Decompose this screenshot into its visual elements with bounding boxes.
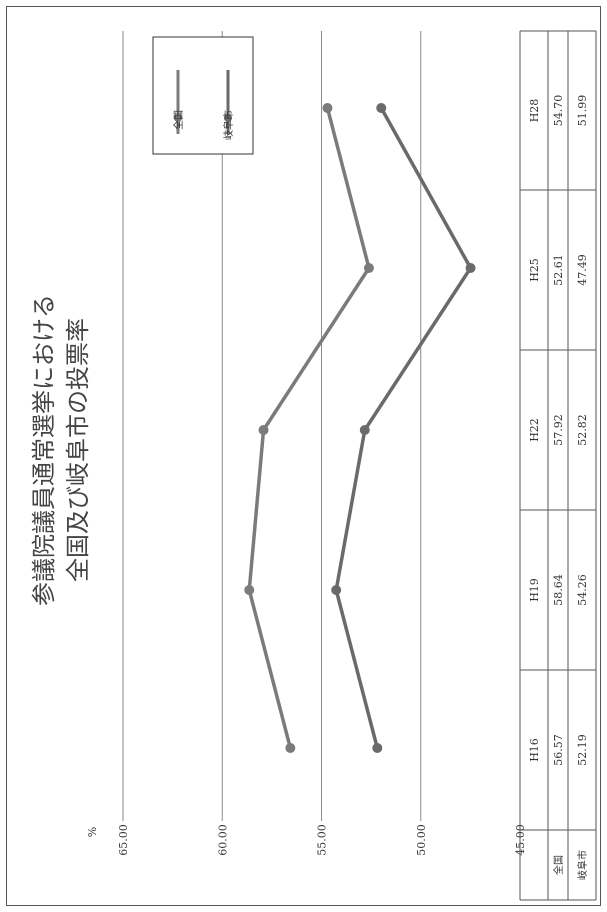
series-national bbox=[244, 103, 374, 753]
table-category-header: H16 bbox=[528, 738, 541, 762]
data-point bbox=[285, 743, 296, 753]
table-value-cell: 56.57 bbox=[552, 734, 565, 766]
table-value-cell: 47.49 bbox=[576, 254, 589, 286]
data-point bbox=[465, 263, 476, 273]
legend-item: 全国 bbox=[172, 70, 185, 134]
data-point bbox=[376, 103, 387, 113]
chart-frame bbox=[6, 6, 601, 906]
table-row-header: 岐阜市 bbox=[576, 850, 589, 880]
data-point bbox=[372, 743, 383, 753]
y-axis-unit: % bbox=[86, 827, 99, 837]
table-value-cell: 51.99 bbox=[576, 95, 589, 127]
chart-title: 参議院議員通常選挙における 全国及び岐阜市の投票率 bbox=[30, 294, 92, 606]
data-point bbox=[258, 425, 269, 435]
legend-label: 全国 bbox=[172, 110, 185, 130]
grid-lines bbox=[122, 31, 422, 821]
legend-label: 岐阜市 bbox=[222, 110, 235, 140]
y-tick-label: 60.00 bbox=[216, 824, 229, 856]
data-point bbox=[363, 263, 374, 273]
y-tick-label: 65.00 bbox=[117, 824, 130, 856]
chart-title-line-1: 参議院議員通常選挙における bbox=[30, 294, 58, 606]
table-value-cell: 54.70 bbox=[552, 95, 565, 127]
table-value-cell: 52.19 bbox=[576, 734, 589, 766]
legend-box bbox=[152, 36, 254, 155]
series-gifu-city bbox=[331, 103, 476, 753]
series-layer bbox=[244, 103, 476, 753]
table-value-cell: 52.61 bbox=[552, 254, 565, 286]
data-table: H16 56.57 52.19 H19 58.64 54.26 H22 57.92 52.82 H… bbox=[519, 30, 597, 901]
table-row-header: 全国 bbox=[552, 855, 565, 875]
data-point bbox=[359, 425, 370, 435]
legend: 全国 岐阜市 bbox=[152, 36, 254, 155]
table-category-header: H25 bbox=[528, 258, 541, 282]
y-tick-label: 50.00 bbox=[415, 824, 428, 856]
data-point bbox=[244, 585, 255, 595]
table-value-cell: 54.26 bbox=[576, 574, 589, 606]
table-category-header: H22 bbox=[528, 418, 541, 442]
series-line bbox=[334, 107, 473, 749]
legend-marker bbox=[224, 114, 232, 122]
table-value-cell: 52.82 bbox=[576, 414, 589, 446]
table-value-cell: 57.92 bbox=[552, 414, 565, 446]
legend-marker bbox=[174, 114, 182, 122]
data-point bbox=[322, 103, 333, 113]
legend-item: 岐阜市 bbox=[222, 70, 235, 140]
table-value-cell: 58.64 bbox=[552, 574, 565, 606]
y-tick-label: 55.00 bbox=[316, 824, 329, 856]
table-category-header: H19 bbox=[528, 578, 541, 602]
table-category-header: H28 bbox=[528, 99, 541, 123]
chart-title-line-2: 全国及び岐阜市の投票率 bbox=[64, 318, 92, 582]
data-point bbox=[331, 585, 342, 595]
